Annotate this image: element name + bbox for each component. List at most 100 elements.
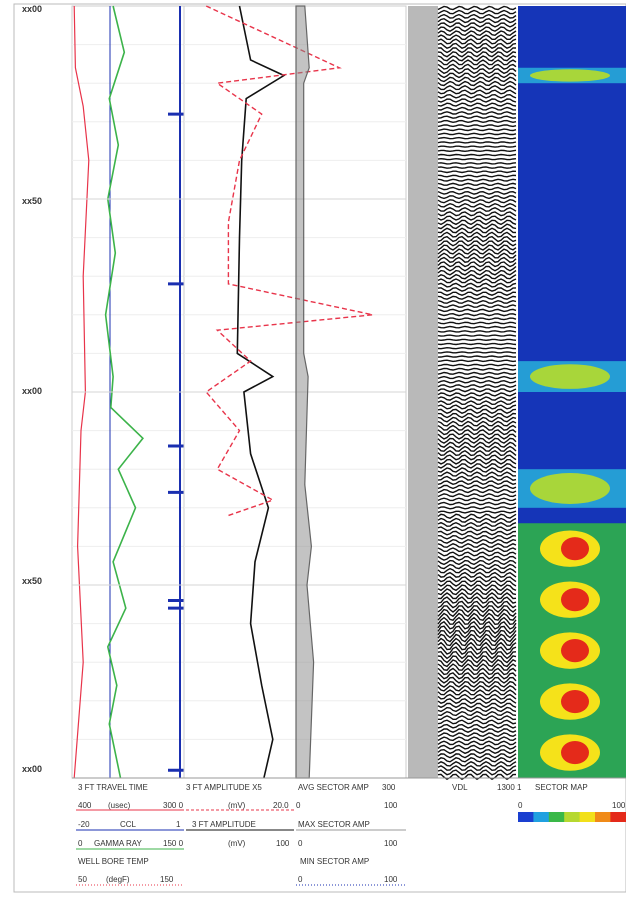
vdl-trace: [437, 153, 517, 157]
vdl-trace: [437, 637, 517, 647]
vdl-trace: [437, 559, 517, 566]
bond-highlight: [530, 364, 610, 389]
vdl-trace: [437, 235, 517, 243]
vdl-trace: [437, 295, 517, 300]
vdl-trace: [437, 355, 517, 358]
vdl-trace: [437, 384, 517, 388]
vdl-trace: [437, 47, 517, 54]
vdl-trace: [437, 278, 517, 284]
vdl-trace: [437, 563, 517, 570]
vdl-trace: [437, 596, 517, 604]
vdl-trace: [437, 684, 517, 692]
vdl-trace: [437, 710, 517, 717]
amplitude-3ft-curve: [236, 5, 286, 779]
gamma-ray-header: GAMMA RAY: [94, 839, 143, 848]
max-sector-scale-min: 0: [298, 839, 303, 848]
vdl-trace: [437, 202, 517, 208]
vdl-trace: [437, 429, 517, 436]
amplitude-3ft-max: 100: [276, 839, 290, 848]
amplitude-3ft-header: 3 FT AMPLITUDE: [192, 820, 256, 829]
vdl-trace: [437, 471, 517, 477]
vdl-trace: [437, 765, 517, 772]
vdl-trace: [437, 510, 517, 514]
vdl-trace: [437, 178, 517, 182]
vdl-trace: [437, 182, 517, 187]
vdl-trace: [437, 388, 517, 393]
vdl-trace: [438, 291, 517, 296]
vdl-trace: [437, 641, 517, 651]
vdl-trace: [437, 719, 517, 725]
vdl-trace: [437, 740, 517, 746]
color-scale-swatch: [595, 812, 611, 822]
vdl-trace: [437, 215, 517, 221]
vdl-trace: [437, 76, 517, 83]
vdl-trace: [437, 63, 517, 70]
vdl-trace: [437, 454, 517, 461]
vdl-trace: [437, 616, 517, 626]
vdl-trace: [437, 576, 517, 583]
sector-map-scale-max: 100: [612, 801, 626, 810]
vdl-trace: [437, 551, 517, 557]
vdl-trace: [437, 608, 517, 618]
well-bore-temp-max: 150: [160, 875, 174, 884]
vdl-trace: [437, 17, 517, 24]
vdl-trace: [437, 299, 517, 304]
vdl-trace: [437, 22, 517, 28]
vdl-trace: [437, 744, 517, 750]
vdl-trace: [437, 698, 517, 704]
vdl-trace: [437, 757, 517, 763]
vdl-trace: [437, 342, 517, 346]
depth-label: xx00: [22, 386, 42, 396]
log-header: 3 FT TRAVEL TIME 3 FT AMPLITUDE X5 AVG S…: [72, 777, 626, 886]
vdl-trace: [437, 761, 517, 767]
vdl-trace: [437, 445, 517, 452]
travel-time-unit: (usec): [108, 801, 131, 810]
vdl-trace: [437, 547, 517, 553]
min-sector-amp-header: MIN SECTOR AMP: [300, 857, 369, 866]
vdl-trace: [437, 367, 517, 371]
vdl-trace: [437, 543, 517, 548]
vdl-trace: [437, 106, 517, 111]
vdl-trace: [437, 261, 517, 268]
vdl-trace: [437, 592, 517, 600]
vdl-trace: [437, 437, 517, 444]
max-sector-min: 0: [296, 801, 301, 810]
ccl-header: CCL: [120, 820, 137, 829]
vdl-trace: [437, 68, 517, 75]
vdl-trace: [437, 128, 517, 132]
depth-label: xx00: [22, 4, 42, 14]
vdl-trace: [437, 256, 517, 263]
vdl-trace: [437, 240, 517, 247]
travel-time-max: 300 0: [163, 801, 184, 810]
vdl-trace: [437, 408, 517, 414]
amplitude-x5-unit: (mV): [228, 801, 246, 810]
vdl-gray-band: [408, 6, 438, 778]
vdl-trace: [437, 680, 517, 688]
vdl-trace: [437, 672, 517, 680]
vdl-trace: [437, 102, 517, 107]
travel-time-curve: [73, 5, 90, 779]
vdl-trace: [437, 207, 517, 212]
travel-time-min: 400: [78, 801, 92, 810]
vdl-trace: [437, 555, 517, 561]
vdl-trace: [437, 571, 517, 578]
sector-map-bond-zones: [518, 67, 626, 778]
vdl-trace: [437, 34, 517, 41]
vdl-trace: [437, 517, 517, 523]
vdl-trace: [437, 282, 517, 288]
vdl-range: 1300 1: [497, 783, 522, 792]
avg-sector-amp-max: 300: [382, 783, 396, 792]
vdl-trace: [437, 317, 517, 321]
vdl-trace: [437, 526, 517, 532]
vdl-trace: [437, 584, 517, 592]
vdl-trace: [437, 702, 517, 709]
vdl-trace: [438, 170, 517, 174]
sector-map-color-scale: [518, 812, 626, 822]
vdl-trace: [437, 132, 517, 136]
vdl-trace: [437, 51, 517, 58]
vdl-trace: [437, 166, 517, 169]
vdl-trace: [437, 400, 517, 406]
vdl-trace: [437, 312, 517, 317]
min-sector-scale-max: 100: [384, 875, 398, 884]
